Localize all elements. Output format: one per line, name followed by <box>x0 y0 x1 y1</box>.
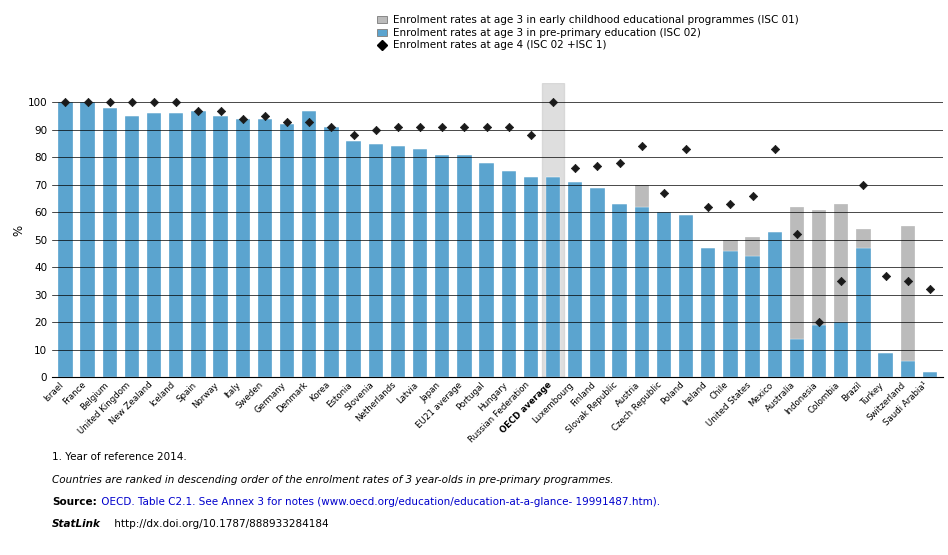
Bar <box>169 113 184 377</box>
Point <box>901 277 916 286</box>
Bar <box>235 119 250 377</box>
Point <box>878 271 893 280</box>
Bar <box>834 322 848 377</box>
Point <box>922 285 938 294</box>
Bar <box>723 251 738 377</box>
Point <box>701 203 716 211</box>
Bar <box>901 361 915 377</box>
Point <box>856 180 871 189</box>
Bar <box>369 144 383 377</box>
Point <box>280 117 295 126</box>
Point <box>324 123 339 132</box>
Bar <box>634 185 649 207</box>
Bar <box>745 256 760 377</box>
Bar <box>258 119 272 377</box>
Point <box>368 125 383 134</box>
Point <box>679 145 694 154</box>
Y-axis label: %: % <box>12 225 25 236</box>
Point <box>391 123 406 132</box>
Bar <box>922 372 938 377</box>
Bar <box>280 124 294 377</box>
Point <box>412 123 428 132</box>
Point <box>301 117 317 126</box>
Bar <box>346 141 361 377</box>
Bar <box>811 210 827 325</box>
Text: http://dx.doi.org/10.1787/888933284184: http://dx.doi.org/10.1787/888933284184 <box>111 519 329 529</box>
Bar <box>768 231 782 377</box>
Point <box>767 145 782 154</box>
Point <box>257 112 272 120</box>
Point <box>213 107 228 115</box>
Legend: Enrolment rates at age 3 in early childhood educational programmes (ISC 01), Enr: Enrolment rates at age 3 in early childh… <box>373 11 803 54</box>
Point <box>501 123 517 132</box>
Bar <box>102 108 117 377</box>
Text: Source:: Source: <box>52 497 97 507</box>
Bar <box>856 248 870 377</box>
Point <box>147 98 162 107</box>
Point <box>80 98 95 107</box>
Bar <box>679 215 693 377</box>
Bar <box>58 103 73 377</box>
Point <box>590 162 605 170</box>
Bar <box>147 113 161 377</box>
Point <box>124 98 139 107</box>
Bar <box>634 207 649 377</box>
Point <box>346 131 361 140</box>
Point <box>235 114 250 123</box>
Bar <box>790 207 804 339</box>
Bar <box>901 226 915 361</box>
Point <box>545 98 560 107</box>
Bar <box>435 155 449 377</box>
Text: StatLink: StatLink <box>52 519 101 529</box>
Bar <box>811 325 827 377</box>
Point <box>479 123 494 132</box>
Bar <box>657 213 671 377</box>
Bar <box>391 147 405 377</box>
Point <box>612 159 628 168</box>
Bar <box>191 111 206 377</box>
Bar <box>324 127 338 377</box>
Bar <box>523 176 538 377</box>
Bar <box>542 83 564 377</box>
Bar <box>501 171 516 377</box>
Bar <box>81 103 95 377</box>
Bar <box>457 155 472 377</box>
Point <box>745 191 760 200</box>
Point <box>723 200 738 209</box>
Point <box>102 98 118 107</box>
Bar <box>546 176 560 377</box>
Text: Countries are ranked in descending order of the enrolment rates of 3 year-olds i: Countries are ranked in descending order… <box>52 475 613 485</box>
Point <box>191 107 206 115</box>
Point <box>457 123 472 132</box>
Bar <box>834 204 848 322</box>
Bar <box>612 204 627 377</box>
Bar <box>702 248 716 377</box>
Bar <box>302 111 317 377</box>
Bar <box>213 116 228 377</box>
Bar <box>745 237 760 256</box>
Point <box>169 98 184 107</box>
Point <box>568 164 583 173</box>
Bar <box>568 182 582 377</box>
Text: OECD. Table C2.1. See Annex 3 for notes (www.oecd.org/education/education-at-a-g: OECD. Table C2.1. See Annex 3 for notes … <box>98 497 660 507</box>
Bar <box>125 116 139 377</box>
Bar <box>856 229 870 248</box>
Text: 1. Year of reference 2014.: 1. Year of reference 2014. <box>52 452 187 462</box>
Bar <box>879 352 893 377</box>
Point <box>833 277 848 286</box>
Point <box>634 142 649 151</box>
Bar <box>480 163 494 377</box>
Bar <box>723 240 738 251</box>
Bar <box>413 149 428 377</box>
Point <box>523 131 538 140</box>
Point <box>656 189 671 198</box>
Point <box>58 98 73 107</box>
Bar <box>790 339 804 377</box>
Point <box>435 123 450 132</box>
Bar <box>591 188 605 377</box>
Point <box>790 230 805 239</box>
Point <box>811 318 827 327</box>
